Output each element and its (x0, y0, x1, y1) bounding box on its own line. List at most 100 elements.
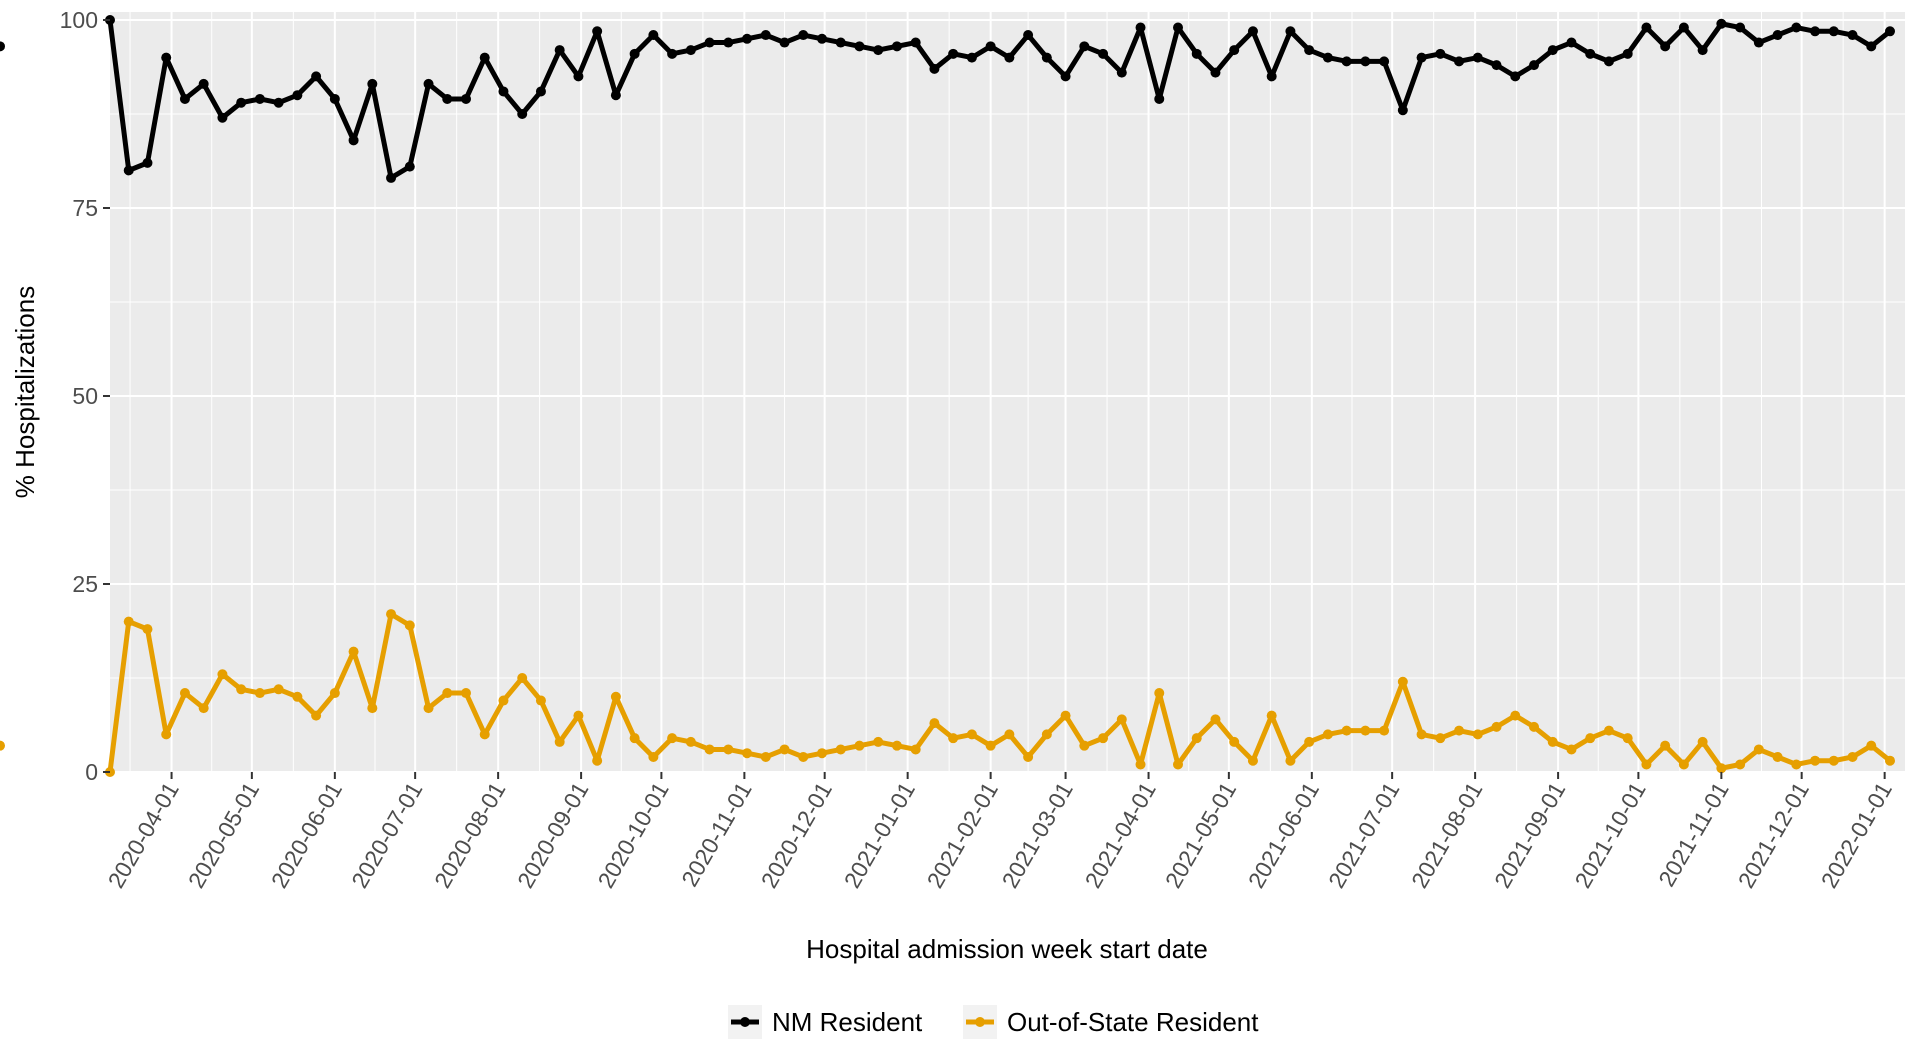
y-tick-label: 50 (72, 383, 98, 409)
data-point-nm-resident (1828, 26, 1839, 37)
data-point-out-of-state-resident (1023, 751, 1034, 762)
data-point-nm-resident (1266, 71, 1277, 82)
data-point-nm-resident (142, 157, 153, 168)
data-point-nm-resident (1472, 52, 1483, 63)
y-tick-label: 75 (72, 195, 98, 221)
data-point-nm-resident (1041, 52, 1052, 63)
data-point-out-of-state-resident (1678, 759, 1689, 770)
x-tick-label: 2020-09-01 (512, 778, 593, 893)
x-tick-label: 2020-11-01 (676, 778, 756, 891)
data-point-nm-resident (854, 41, 865, 52)
data-point-out-of-state-resident (142, 624, 153, 635)
x-tick-label: 2022-01-01 (1816, 778, 1897, 893)
x-tick-label: 2020-06-01 (266, 778, 347, 893)
data-point-nm-resident (1529, 60, 1539, 71)
data-point-nm-resident (1079, 41, 1090, 52)
x-tick-label: 2021-03-01 (997, 778, 1078, 893)
x-tick-label: 2021-06-01 (1243, 778, 1324, 893)
data-point-nm-resident (835, 37, 846, 48)
data-point-nm-resident (1791, 22, 1802, 33)
data-point-nm-resident (554, 45, 565, 56)
data-point-nm-resident (1735, 22, 1746, 33)
data-point-nm-resident (461, 93, 471, 104)
data-point-out-of-state-resident (1772, 751, 1783, 762)
data-point-out-of-state-resident (1641, 759, 1652, 770)
data-point-nm-resident (1641, 22, 1652, 33)
data-point-out-of-state-resident (123, 616, 134, 627)
data-point-nm-resident (1454, 56, 1465, 67)
data-point-out-of-state-resident (573, 710, 584, 721)
data-point-out-of-state-resident (386, 609, 397, 620)
data-point-nm-resident (1566, 37, 1577, 48)
data-point-out-of-state-resident (648, 751, 659, 762)
x-tick-label: 2020-05-01 (183, 778, 264, 893)
data-point-out-of-state-resident (1004, 729, 1015, 740)
x-tick-label: 2020-08-01 (429, 778, 510, 893)
data-point-nm-resident (1191, 48, 1202, 59)
data-point-nm-resident (1098, 48, 1109, 59)
data-point-out-of-state-resident (685, 736, 696, 747)
data-point-nm-resident (1753, 37, 1764, 48)
data-point-nm-resident (817, 33, 827, 44)
data-point-out-of-state-resident (779, 744, 790, 755)
data-point-nm-resident (517, 109, 528, 119)
data-point-nm-resident (1772, 30, 1783, 41)
data-point-nm-resident (929, 63, 940, 74)
data-point-out-of-state-resident (1098, 733, 1109, 744)
data-point-nm-resident (1847, 30, 1858, 41)
data-point-out-of-state-resident (1322, 729, 1333, 740)
data-point-nm-resident (1360, 56, 1371, 67)
data-point-nm-resident (667, 48, 678, 59)
y-axis-title: % Hospitalizations (10, 286, 40, 498)
data-point-out-of-state-resident (891, 740, 902, 751)
x-tick-label: 2021-08-01 (1406, 778, 1487, 893)
data-point-out-of-state-resident (1060, 710, 1071, 721)
data-point-nm-resident (891, 41, 902, 52)
data-point-out-of-state-resident (1135, 759, 1146, 770)
data-point-out-of-state-resident (1791, 759, 1802, 770)
data-point-out-of-state-resident (1603, 725, 1614, 736)
data-point-nm-resident (1379, 56, 1390, 67)
data-point-out-of-state-resident (348, 646, 359, 657)
panel-background (110, 12, 1905, 772)
data-point-out-of-state-resident (517, 673, 528, 683)
data-point-out-of-state-resident (1566, 744, 1577, 755)
legend: NM Resident Out-of-State Resident (728, 1005, 1259, 1039)
data-point-nm-resident (985, 41, 996, 52)
data-point-nm-resident (1135, 22, 1146, 33)
data-point-out-of-state-resident (311, 710, 322, 721)
data-point-nm-resident (386, 172, 397, 183)
data-point-nm-resident (1304, 45, 1315, 56)
data-point-out-of-state-resident (554, 736, 565, 747)
data-point-nm-resident (1247, 26, 1258, 37)
data-point-nm-resident (217, 112, 228, 123)
data-point-out-of-state-resident (1529, 721, 1539, 732)
data-point-nm-resident (1510, 71, 1521, 82)
data-point-nm-resident (1004, 52, 1015, 63)
data-point-nm-resident (1116, 67, 1127, 78)
data-point-nm-resident (161, 52, 172, 63)
x-tick-label: 2021-01-01 (839, 777, 920, 892)
data-point-nm-resident (1435, 48, 1446, 59)
data-point-nm-resident (1210, 67, 1221, 78)
data-point-out-of-state-resident (948, 733, 959, 744)
data-point-nm-resident (573, 71, 584, 82)
data-point-out-of-state-resident (1753, 744, 1764, 755)
legend-point-nm-resident (740, 1017, 750, 1027)
data-point-nm-resident (1547, 45, 1558, 56)
data-point-nm-resident (311, 71, 322, 82)
data-point-out-of-state-resident (1229, 736, 1240, 747)
data-point-out-of-state-resident (423, 703, 434, 714)
data-point-out-of-state-resident (629, 733, 640, 744)
data-point-out-of-state-resident (1885, 755, 1895, 766)
data-point-nm-resident (198, 78, 209, 89)
data-point-out-of-state-resident (1847, 751, 1858, 762)
data-point-out-of-state-resident (929, 718, 940, 729)
data-point-nm-resident (1173, 22, 1183, 33)
data-point-nm-resident (648, 30, 659, 41)
legend-label-out-of-state: Out-of-State Resident (1007, 1007, 1259, 1037)
data-point-nm-resident (367, 78, 378, 89)
data-point-out-of-state-resident (1266, 710, 1277, 721)
data-point-nm-resident (948, 48, 959, 59)
data-point-out-of-state-resident (198, 703, 209, 714)
